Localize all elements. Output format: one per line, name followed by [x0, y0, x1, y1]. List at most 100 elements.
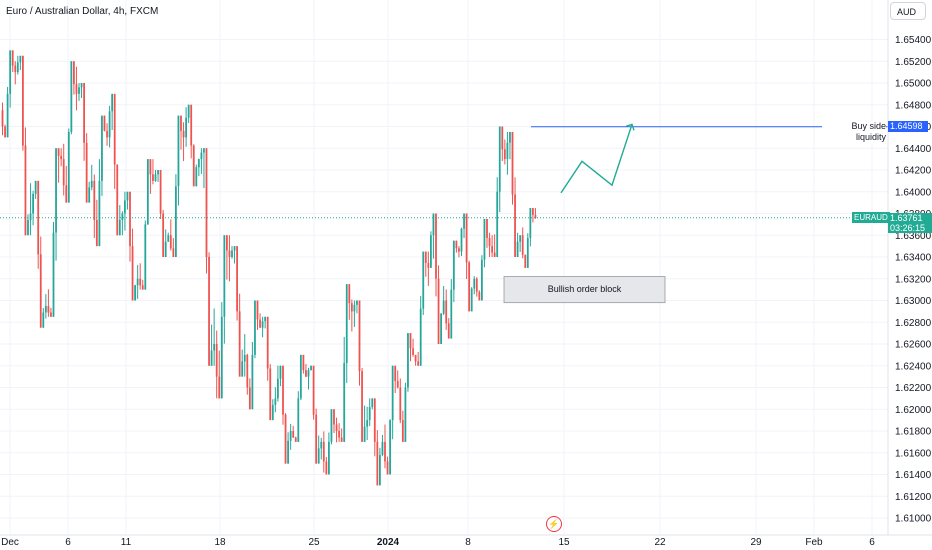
- candle: [129, 191, 131, 262]
- candle-body: [70, 61, 73, 132]
- candle-body: [228, 250, 231, 257]
- x-tick-label: 15: [558, 537, 570, 548]
- candle: [134, 284, 136, 301]
- candle-body: [511, 131, 514, 195]
- candle-body: [62, 159, 65, 186]
- candle: [427, 251, 430, 286]
- candle: [93, 174, 96, 239]
- candle-body: [141, 285, 144, 290]
- candle: [322, 431, 325, 473]
- price-axis[interactable]: 1.654001.652001.650001.648001.646001.644…: [887, 0, 932, 550]
- candle-body: [197, 159, 200, 168]
- candle: [139, 263, 142, 290]
- candle: [159, 170, 162, 220]
- candle-body: [305, 370, 307, 377]
- candle: [345, 284, 348, 384]
- candle: [328, 432, 330, 475]
- candle: [442, 286, 445, 316]
- candle: [277, 365, 279, 402]
- candle: [292, 425, 295, 438]
- y-tick-label: 1.64000: [895, 187, 932, 198]
- candle-body: [486, 218, 488, 238]
- candle: [238, 293, 241, 377]
- candle: [465, 213, 468, 280]
- candle: [422, 251, 425, 315]
- candle: [496, 177, 499, 257]
- candle-body: [277, 378, 279, 399]
- candle: [121, 211, 124, 236]
- candle: [70, 61, 73, 135]
- candle: [24, 127, 27, 236]
- candle: [404, 382, 407, 442]
- candle: [440, 313, 442, 344]
- candle-body: [47, 305, 50, 313]
- candle: [254, 300, 256, 359]
- candle: [14, 61, 17, 85]
- y-tick-label: 1.65000: [895, 79, 932, 90]
- candle: [519, 235, 522, 252]
- order-block[interactable]: [503, 276, 666, 304]
- candle: [228, 235, 231, 282]
- candle: [498, 126, 501, 213]
- candle: [62, 143, 65, 196]
- candle-body: [317, 448, 320, 464]
- candle-body: [455, 240, 458, 249]
- currency-button[interactable]: AUD: [890, 2, 926, 20]
- y-tick-label: 1.63000: [895, 296, 932, 307]
- candle: [90, 164, 93, 191]
- candle: [317, 435, 320, 464]
- candle: [432, 213, 435, 259]
- candle: [32, 190, 34, 226]
- candle-body: [24, 145, 27, 236]
- candle: [287, 432, 289, 464]
- candle: [213, 308, 216, 366]
- candle-body: [473, 278, 476, 289]
- candle-body: [205, 148, 208, 257]
- candle-body: [218, 376, 221, 399]
- candle: [353, 300, 356, 327]
- candle-body: [379, 454, 381, 486]
- order-block-label: Bullish order block: [547, 283, 622, 294]
- y-tick-label: 1.62600: [895, 340, 932, 351]
- candle-body: [460, 228, 463, 252]
- candle: [116, 164, 119, 236]
- candle-body: [399, 387, 402, 421]
- candle: [488, 232, 491, 257]
- candle-body: [111, 93, 114, 112]
- y-tick-label: 1.63200: [895, 274, 932, 285]
- candle-body: [136, 278, 139, 286]
- candle-body: [452, 240, 455, 290]
- candle: [226, 235, 228, 280]
- candle-body: [50, 312, 52, 317]
- candle: [358, 300, 361, 386]
- candle: [180, 115, 182, 150]
- candle: [261, 316, 264, 338]
- drawing-overlays[interactable]: [0, 123, 888, 219]
- candle: [175, 174, 177, 257]
- candle-body: [124, 200, 126, 214]
- candle-body: [19, 55, 22, 63]
- candle-body: [417, 361, 420, 366]
- candle-body: [371, 398, 374, 408]
- candle: [511, 131, 514, 205]
- liquidity-price-tag: 1.64598: [888, 120, 928, 132]
- bar-countdown: 03:26:15: [890, 222, 926, 233]
- candle-body: [243, 354, 246, 362]
- candle-body: [491, 246, 493, 253]
- candle-body: [203, 148, 205, 153]
- time-axis[interactable]: Dec 6 11 18 25 2024 8 15 22 29 Feb 6: [0, 534, 932, 548]
- candle: [307, 367, 310, 390]
- candle-body: [75, 84, 78, 94]
- candle-body: [226, 235, 228, 251]
- candle: [85, 133, 88, 203]
- candle: [131, 228, 134, 301]
- candle: [208, 252, 210, 366]
- candle-body: [42, 312, 45, 328]
- lightning-icon[interactable]: ⚡: [546, 516, 562, 532]
- candle-body: [231, 250, 233, 257]
- candle: [50, 307, 52, 317]
- candle-body: [55, 148, 57, 233]
- candle-body: [325, 461, 328, 475]
- order-block-rect: [503, 276, 666, 304]
